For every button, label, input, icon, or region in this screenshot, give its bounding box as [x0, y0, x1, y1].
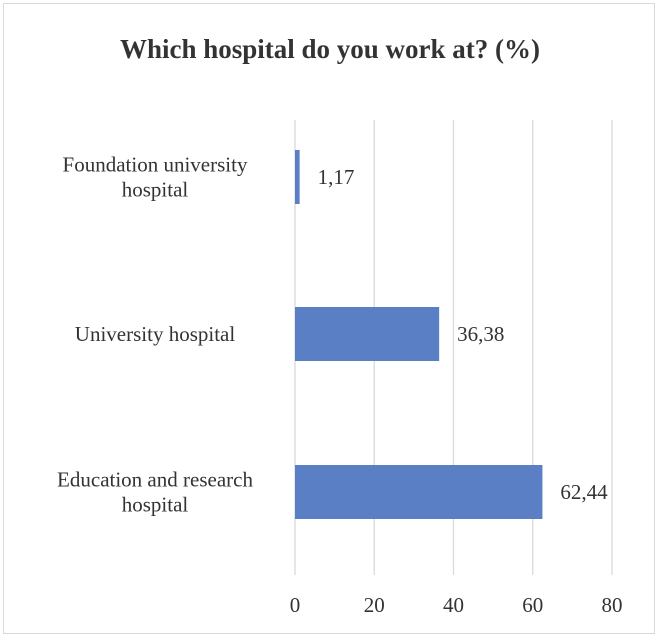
category-label-line: hospital [122, 178, 189, 202]
value-label: 36,38 [457, 322, 504, 346]
category-label: University hospital [75, 322, 236, 346]
category-label: Education and research hospital [57, 468, 253, 517]
bar [295, 465, 543, 519]
category-label-line: Education and research [57, 468, 253, 492]
value-label: 1,17 [318, 165, 355, 189]
category-label-line: Foundation university [63, 153, 248, 177]
chart-title: Which hospital do you work at? (%) [120, 34, 540, 64]
category-label-line: hospital [122, 493, 189, 517]
x-tick-label: 60 [522, 593, 543, 617]
x-tick-label: 80 [602, 593, 623, 617]
x-tick-label: 40 [443, 593, 464, 617]
category-label-line: University hospital [75, 322, 236, 346]
value-label: 62,44 [560, 480, 608, 504]
category-labels: Foundation university hospitalUniversity … [57, 153, 253, 517]
x-tick-label: 0 [290, 593, 301, 617]
bar [295, 307, 440, 361]
category-label: Foundation university hospital [63, 153, 248, 202]
x-tick-labels: 0 20 40 60 80 [290, 593, 623, 617]
value-labels: 1,17 36,38 62,44 [318, 165, 609, 504]
x-tick-label: 20 [364, 593, 385, 617]
bars [295, 150, 543, 519]
bar [295, 150, 300, 204]
